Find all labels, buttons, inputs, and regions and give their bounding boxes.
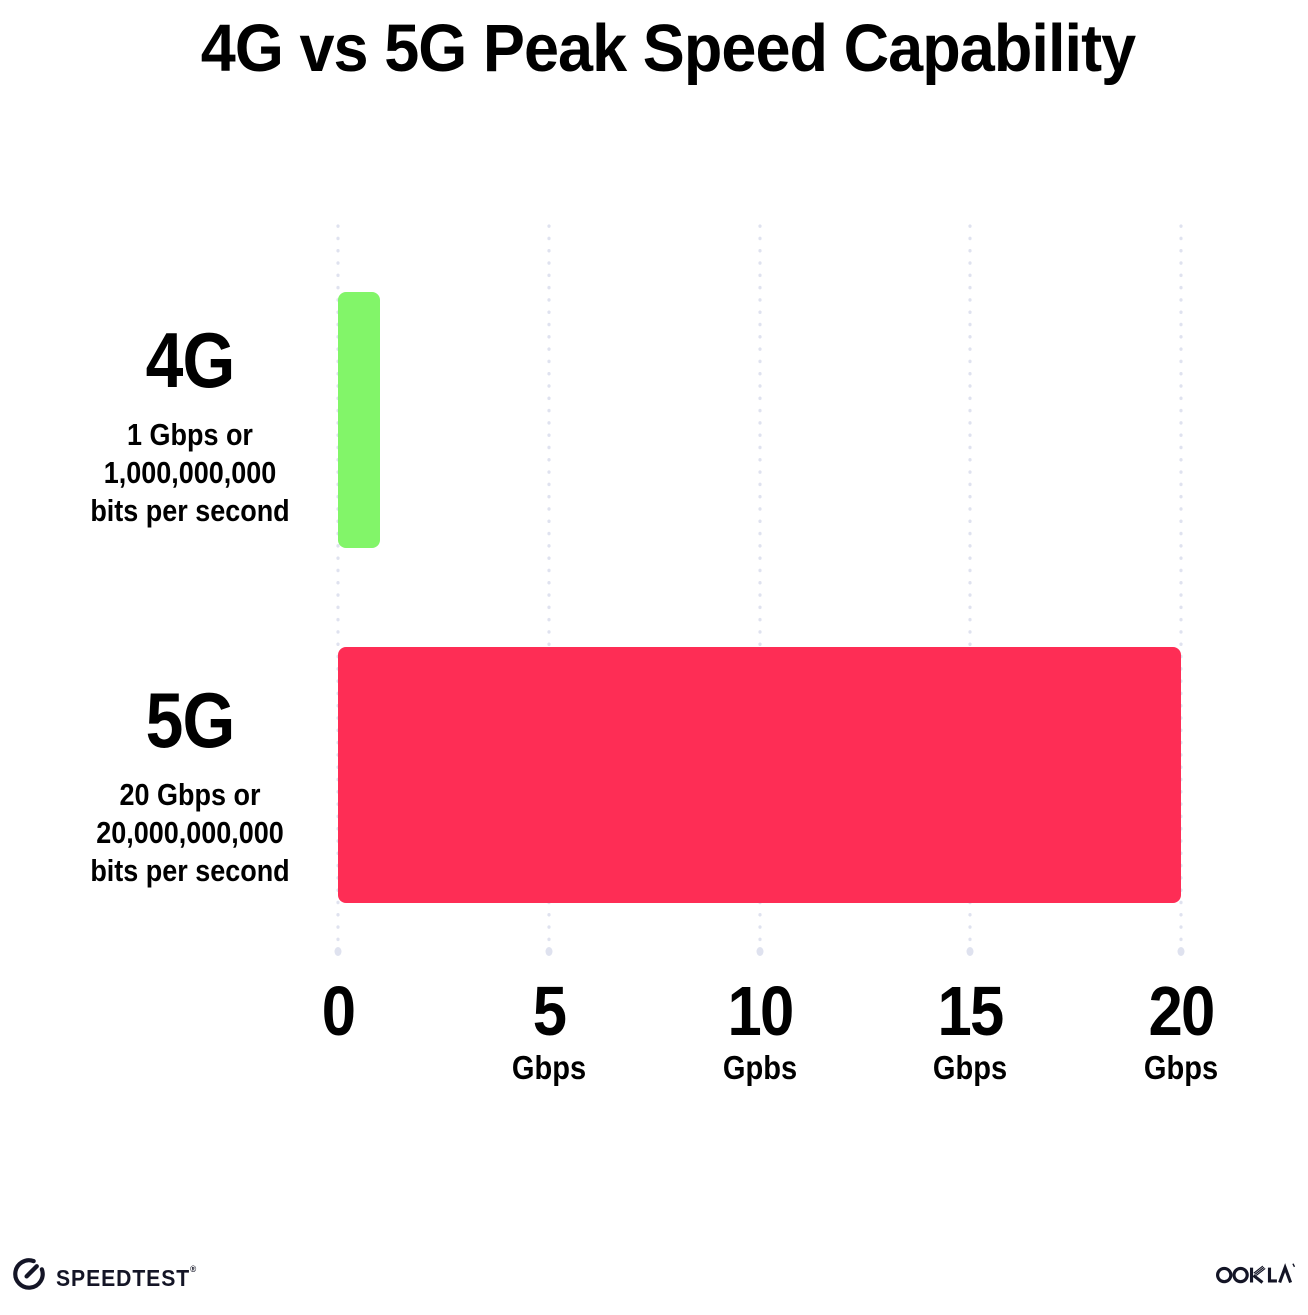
x-tick-value: 5 — [532, 972, 566, 1050]
x-tick-value: 20 — [1148, 972, 1215, 1050]
chart-title: 4G vs 5G Peak Speed Capability — [200, 11, 1136, 86]
x-axis: 0 5 Gbps 10 Gpbs 15 Gbps 20 Gbps — [322, 976, 1218, 1096]
x-tick-value: 0 — [321, 972, 356, 1050]
registered-mark: ® — [190, 1264, 197, 1274]
speedtest-wordmark: SPEEDTEST® — [56, 1264, 197, 1291]
x-tick-value: 10 — [726, 972, 794, 1050]
bar-4g — [338, 292, 381, 548]
category-sublabel-5g: 20 Gbps or 20,000,000,000 bits per secon… — [90, 777, 290, 888]
ookla-logo — [1216, 1261, 1298, 1291]
x-tick-unit — [241, 1051, 435, 1084]
speedtest-gauge-icon — [13, 1258, 45, 1290]
x-tick-20: 20 Gbps — [1084, 976, 1278, 1084]
x-tick-0: 0 — [241, 976, 435, 1084]
category-label-5g: 5G — [145, 676, 236, 764]
x-tick-value: 15 — [937, 972, 1005, 1050]
x-tick-unit: Gpbs — [722, 1049, 797, 1086]
speedtest-logo: SPEEDTEST® — [12, 1256, 208, 1292]
x-tick-5: 5 Gbps — [452, 976, 646, 1084]
row-label-5g: 5G 20 Gbps or 20,000,000,000 bits per se… — [60, 681, 321, 890]
x-tick-unit: Gbps — [1143, 1049, 1219, 1086]
x-tick-unit: Gbps — [933, 1049, 1008, 1086]
gridline-15 — [968, 220, 973, 948]
bar-5g — [338, 647, 1181, 903]
category-label-4g: 4G — [145, 316, 236, 404]
x-tick-15: 15 Gbps — [873, 976, 1067, 1084]
x-tick-10: 10 Gpbs — [663, 976, 857, 1084]
trademark-tick — [1292, 1263, 1296, 1268]
gridline-0 — [336, 220, 340, 948]
x-tick-unit: Gbps — [511, 1049, 586, 1086]
category-sublabel-4g: 1 Gbps or 1,000,000,000 bits per second — [90, 417, 290, 528]
plot-area — [336, 220, 1183, 948]
gridline-5 — [546, 220, 551, 948]
ookla-wordmark-icon — [1216, 1263, 1296, 1284]
row-label-4g: 4G 1 Gbps or 1,000,000,000 bits per seco… — [60, 321, 321, 530]
gridline-20 — [1179, 220, 1183, 948]
gridline-10 — [757, 220, 762, 948]
